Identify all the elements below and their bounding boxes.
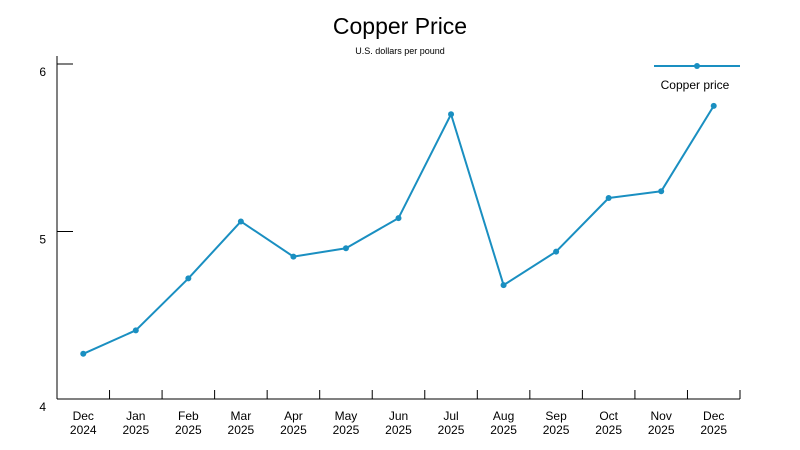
x-tick-label: Mar 2025 [228, 409, 255, 437]
x-ticks: Dec 2024 Jan 2025 Feb 2025 Mar 2025 Apr 2025 May 20… [56, 390, 741, 437]
y-tick-label: 6 [39, 65, 46, 79]
data-point [80, 350, 87, 357]
x-tick-label: May 2025 [333, 409, 360, 437]
y-tick-label: 5 [39, 233, 46, 247]
x-tick-label: Dec 2025 [700, 409, 727, 437]
chart-subtitle: U.S. dollars per pound [355, 46, 445, 56]
data-point [342, 245, 349, 252]
axes [56, 56, 740, 400]
x-tick-label: Oct 2025 [595, 409, 622, 437]
data-point [553, 248, 560, 255]
x-tick-label: Aug 2025 [490, 409, 517, 437]
data-point [710, 102, 717, 109]
x-tick-label: Sep 2025 [543, 409, 570, 437]
x-tick-label: Dec 2024 [70, 409, 97, 437]
y-tick-label: 4 [39, 400, 46, 414]
x-tick-label: Nov 2025 [648, 409, 675, 437]
x-tick-label: Apr 2025 [280, 409, 307, 437]
data-point [185, 275, 192, 282]
y-ticks: 4 5 6 [39, 63, 73, 414]
x-tick-label: Jan 2025 [122, 409, 149, 437]
data-point [290, 253, 297, 260]
series-line [82, 105, 715, 355]
chart-title: Copper Price [333, 13, 467, 39]
legend: Copper price [654, 63, 740, 92]
data-point [500, 282, 507, 289]
data-point [448, 111, 455, 118]
legend-label: Copper price [661, 78, 730, 92]
data-point [395, 215, 402, 222]
data-point [132, 327, 139, 334]
data-point [237, 218, 244, 225]
legend-marker [694, 63, 700, 69]
data-point [658, 188, 665, 195]
x-tick-label: Jul 2025 [438, 409, 465, 437]
data-point [605, 195, 612, 201]
x-tick-label: Feb 2025 [175, 409, 202, 437]
x-tick-label: Jun 2025 [385, 409, 412, 437]
series-layer [80, 102, 717, 357]
